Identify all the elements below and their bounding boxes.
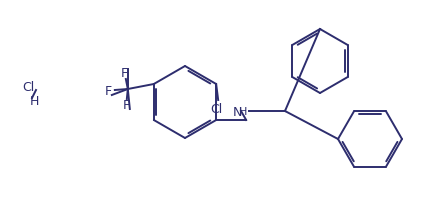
Text: F: F — [122, 99, 129, 112]
Text: Cl: Cl — [210, 103, 222, 115]
Text: Cl: Cl — [22, 81, 34, 94]
Text: H: H — [239, 107, 247, 116]
Text: H: H — [30, 95, 39, 108]
Text: F: F — [120, 67, 128, 80]
Text: N: N — [232, 106, 242, 119]
Text: F: F — [104, 85, 111, 98]
